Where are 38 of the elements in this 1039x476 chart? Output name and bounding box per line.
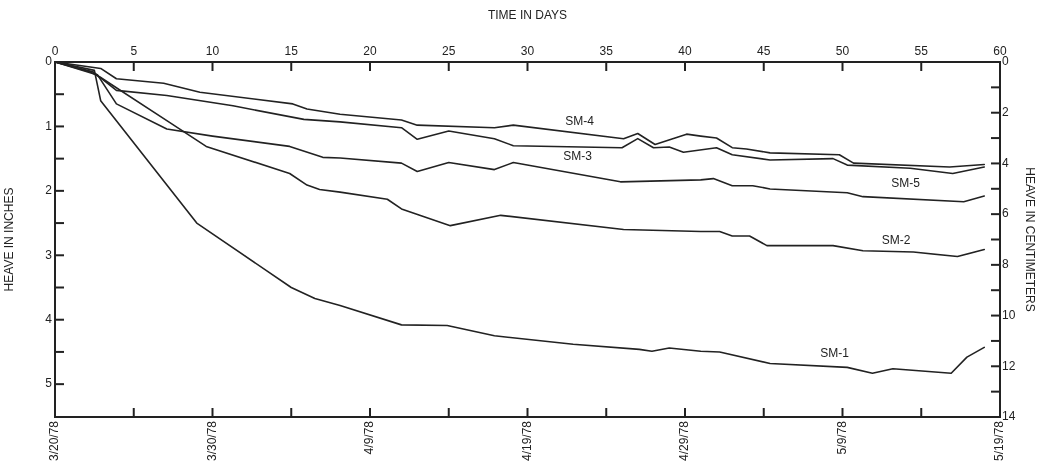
x-tick-label: 55 xyxy=(914,44,929,59)
x-tick-label: 5 xyxy=(130,44,138,59)
x2-tick-label: 3/30/78 xyxy=(204,420,219,462)
x-tick-label: 50 xyxy=(835,44,850,59)
series-label: SM-3 xyxy=(563,149,593,164)
y2-tick-label: 0 xyxy=(1002,54,1009,69)
y2-tick-label: 2 xyxy=(1002,105,1009,120)
y-tick-label: 2 xyxy=(45,183,53,198)
y2-tick-label: 10 xyxy=(1002,307,1016,322)
y2-tick-label: 4 xyxy=(1002,155,1009,170)
x-tick-label: 10 xyxy=(205,44,220,59)
x-tick-label: 15 xyxy=(284,44,299,59)
x-tick-label: 40 xyxy=(678,44,692,59)
y2-tick-label: 6 xyxy=(1002,206,1009,221)
y-axis-title: HEAVE IN INCHES xyxy=(1,187,16,292)
x2-tick-label: 4/9/78 xyxy=(362,420,377,455)
y-tick-label: 1 xyxy=(45,118,53,133)
x-tick-label: 25 xyxy=(442,44,456,59)
y-tick-label: 0 xyxy=(45,54,53,69)
x2-tick-label: 4/29/78 xyxy=(677,420,692,462)
x-tick-label: 30 xyxy=(520,44,535,59)
x2-tick-label: 3/20/78 xyxy=(47,420,62,462)
x-tick-label: 45 xyxy=(757,44,771,59)
y2-axis-title: HEAVE IN CENTIMETERS xyxy=(1023,167,1038,312)
y-tick-label: 5 xyxy=(45,376,53,391)
x-tick-label: 35 xyxy=(599,44,614,59)
y-tick-label: 4 xyxy=(45,312,53,327)
y2-tick-label: 12 xyxy=(1002,358,1016,373)
x-axis-title: TIME IN DAYS xyxy=(487,7,568,22)
series-label: SM-2 xyxy=(881,232,911,247)
series-label: SM-5 xyxy=(891,176,921,191)
y-tick-label: 3 xyxy=(45,247,53,262)
series-label: SM-4 xyxy=(565,113,595,128)
y2-tick-label: 8 xyxy=(1002,257,1009,272)
x2-tick-label: 4/19/78 xyxy=(519,420,534,462)
x2-tick-label: 5/9/78 xyxy=(834,420,849,455)
x-tick-label: 20 xyxy=(363,44,377,59)
series-label: SM-1 xyxy=(820,346,850,361)
